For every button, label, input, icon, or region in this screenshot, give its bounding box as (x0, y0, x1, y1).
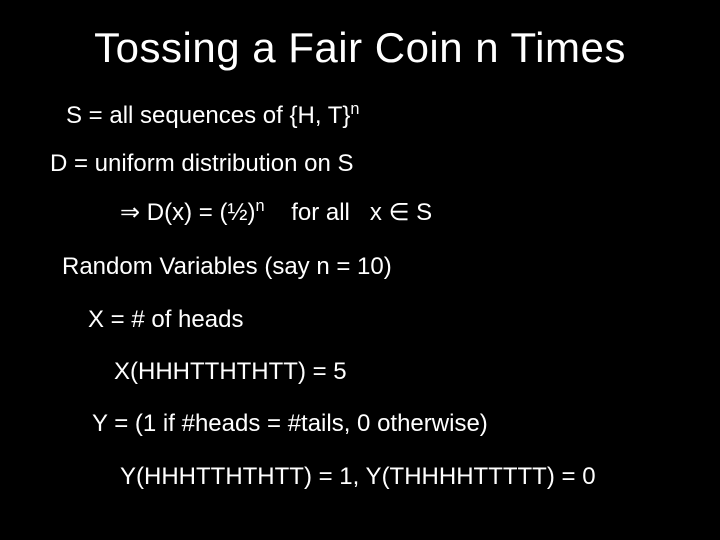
line-x-definition: X = # of heads (88, 304, 684, 336)
d-imp-post-b: S (409, 199, 432, 226)
slide-title: Tossing a Fair Coin n Times (36, 24, 684, 72)
line-y-definition: Y = (1 if #heads = #tails, 0 otherwise) (92, 408, 684, 440)
line-s-definition: S = all sequences of {H, T}n (66, 100, 684, 132)
line-d-implication: ⇒ D(x) = (½)n for all x ∈ S (120, 197, 684, 229)
line-x-example: X(HHHTTHTHTT) = 5 (114, 356, 684, 388)
element-of-icon: ∈ (389, 199, 410, 226)
implies-icon: ⇒ (120, 199, 140, 226)
slide: Tossing a Fair Coin n Times S = all sequ… (0, 0, 720, 540)
d-imp-sup: n (255, 197, 264, 215)
s-def-text: S = all sequences of {H, T} (66, 102, 350, 129)
line-y-example: Y(HHHTTHTHTT) = 1, Y(THHHHTTTTT) = 0 (120, 461, 684, 493)
d-imp-mid: D(x) = (½) (140, 199, 255, 226)
line-rv-intro: Random Variables (say n = 10) (62, 251, 684, 283)
s-def-sup: n (350, 100, 359, 118)
line-d-definition: D = uniform distribution on S (50, 148, 684, 180)
d-imp-post-a: for all x (265, 199, 389, 226)
